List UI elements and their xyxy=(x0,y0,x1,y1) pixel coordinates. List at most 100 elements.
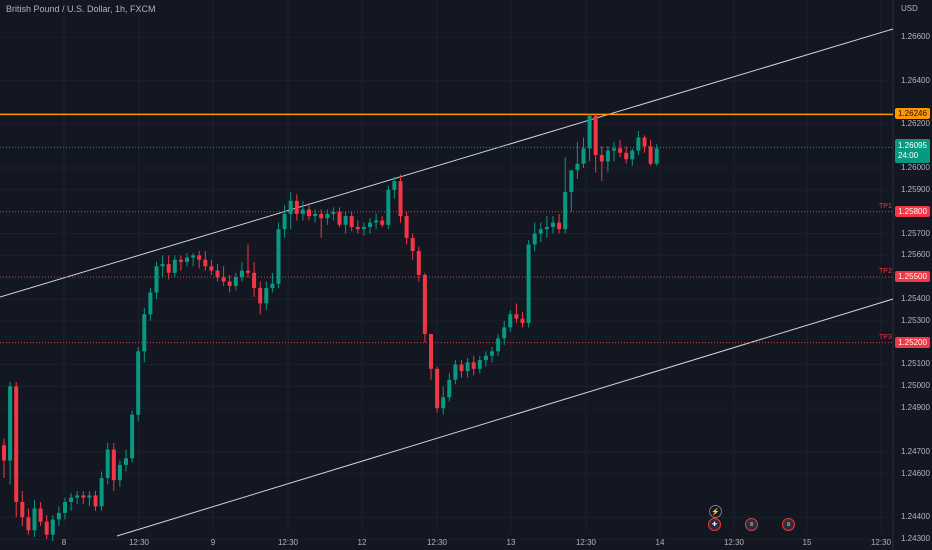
candle[interactable] xyxy=(239,261,244,282)
us-flag-event-icon[interactable]: ≡ xyxy=(782,518,795,531)
candle[interactable] xyxy=(14,381,19,518)
channel-lower-line[interactable] xyxy=(116,298,894,537)
candle[interactable] xyxy=(294,194,299,221)
candle[interactable] xyxy=(111,443,116,492)
candle[interactable] xyxy=(20,491,25,526)
lightning-icon[interactable]: ⚡ xyxy=(709,505,722,518)
candle[interactable] xyxy=(496,333,501,356)
candle[interactable] xyxy=(380,216,385,227)
candle[interactable] xyxy=(368,218,372,234)
candle[interactable] xyxy=(307,202,311,221)
candle[interactable] xyxy=(215,264,220,282)
candle[interactable] xyxy=(654,144,659,166)
candle[interactable] xyxy=(624,146,629,164)
candle[interactable] xyxy=(87,491,92,507)
candle[interactable] xyxy=(575,141,580,179)
candle[interactable] xyxy=(410,233,415,260)
candle[interactable] xyxy=(300,200,305,221)
candle[interactable] xyxy=(105,443,110,485)
candle[interactable] xyxy=(465,357,470,378)
candle[interactable] xyxy=(337,207,342,227)
candle[interactable] xyxy=(441,386,446,415)
candle[interactable] xyxy=(569,170,574,212)
candle[interactable] xyxy=(605,146,610,173)
candle[interactable] xyxy=(178,255,183,271)
candle[interactable] xyxy=(599,146,604,182)
candle[interactable] xyxy=(130,410,135,463)
candle[interactable] xyxy=(325,209,330,225)
candle[interactable] xyxy=(557,213,562,234)
candle[interactable] xyxy=(447,373,452,402)
candle[interactable] xyxy=(246,244,250,278)
candle[interactable] xyxy=(93,491,98,511)
candle[interactable] xyxy=(538,222,543,243)
candle[interactable] xyxy=(233,272,238,291)
candle[interactable] xyxy=(56,506,61,526)
candle[interactable] xyxy=(404,211,409,245)
candle[interactable] xyxy=(2,438,6,478)
candle[interactable] xyxy=(38,501,43,526)
candle[interactable] xyxy=(593,113,598,173)
candle[interactable] xyxy=(69,493,74,511)
candle[interactable] xyxy=(148,288,153,321)
candle[interactable] xyxy=(160,255,165,278)
candle[interactable] xyxy=(361,222,366,236)
candle[interactable] xyxy=(331,207,336,221)
candle[interactable] xyxy=(630,148,635,166)
candle[interactable] xyxy=(221,266,226,286)
candle[interactable] xyxy=(166,255,171,280)
candle[interactable] xyxy=(50,515,55,542)
candle[interactable] xyxy=(172,255,177,278)
candle[interactable] xyxy=(502,320,507,345)
candle[interactable] xyxy=(288,192,293,230)
us-flag-event-icon[interactable]: ≡ xyxy=(745,518,758,531)
candle[interactable] xyxy=(544,216,549,238)
candle[interactable] xyxy=(282,205,287,238)
candle[interactable] xyxy=(374,213,379,230)
candle[interactable] xyxy=(642,135,647,153)
candle[interactable] xyxy=(343,211,348,234)
candle[interactable] xyxy=(581,137,586,169)
candle[interactable] xyxy=(429,333,433,380)
candle[interactable] xyxy=(520,312,525,328)
candle[interactable] xyxy=(154,261,159,300)
candle[interactable] xyxy=(459,360,464,378)
candle[interactable] xyxy=(508,309,513,332)
candle[interactable] xyxy=(81,491,86,505)
candle[interactable] xyxy=(490,347,494,363)
candle[interactable] xyxy=(99,471,104,511)
candle[interactable] xyxy=(136,347,141,422)
candle[interactable] xyxy=(398,174,403,223)
candle[interactable] xyxy=(612,141,616,162)
candle[interactable] xyxy=(618,139,623,158)
candle[interactable] xyxy=(203,250,208,271)
candle[interactable] xyxy=(270,272,275,293)
candle[interactable] xyxy=(75,491,80,505)
candle[interactable] xyxy=(252,261,257,297)
candle[interactable] xyxy=(209,259,214,275)
candle[interactable] xyxy=(453,360,458,385)
candle[interactable] xyxy=(8,381,13,485)
candle[interactable] xyxy=(227,275,232,293)
channel-upper-line[interactable] xyxy=(0,28,894,298)
candle[interactable] xyxy=(532,222,537,251)
candle[interactable] xyxy=(197,250,202,269)
candle[interactable] xyxy=(258,281,263,315)
candle[interactable] xyxy=(386,185,391,230)
candle[interactable] xyxy=(32,499,37,537)
candle[interactable] xyxy=(636,130,641,155)
candle[interactable] xyxy=(63,497,67,520)
candle[interactable] xyxy=(392,176,397,199)
candle[interactable] xyxy=(483,351,488,367)
uk-flag-event-icon[interactable]: ✚ xyxy=(708,518,721,531)
candle[interactable] xyxy=(142,307,147,363)
candle[interactable] xyxy=(471,355,476,376)
candle[interactable] xyxy=(349,211,354,232)
candle[interactable] xyxy=(319,209,324,238)
candle[interactable] xyxy=(276,222,281,289)
currency-label[interactable]: USD xyxy=(901,4,918,13)
candle[interactable] xyxy=(526,240,531,328)
candle[interactable] xyxy=(477,355,482,374)
candle[interactable] xyxy=(264,281,269,310)
